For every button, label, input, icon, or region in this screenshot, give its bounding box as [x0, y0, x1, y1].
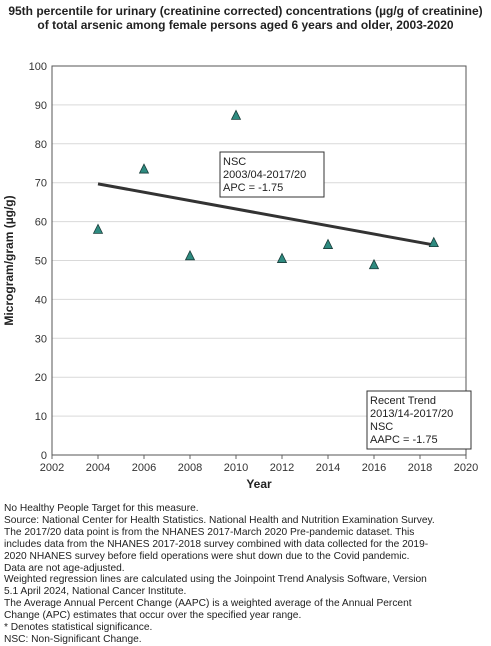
x-tick-label: 2014	[316, 462, 340, 474]
footnote-line: Weighted regression lines are calculated…	[4, 574, 427, 586]
annotation-text: 2003/04-2017/20	[223, 169, 306, 181]
x-tick-label: 2012	[270, 462, 294, 474]
y-tick-label: 40	[35, 294, 47, 306]
y-tick-label: 70	[35, 178, 47, 190]
x-tick-label: 2004	[86, 462, 110, 474]
annotation-text: NSC	[223, 156, 246, 168]
recent-trend-box	[366, 390, 472, 450]
y-tick-label: 0	[41, 450, 47, 462]
footnote-line: 5.1 April 2024, National Cancer Institut…	[4, 586, 187, 598]
y-tick-label: 20	[35, 372, 47, 384]
y-tick-label: 60	[35, 217, 47, 229]
x-tick-label: 2008	[178, 462, 202, 474]
data-point	[368, 258, 380, 270]
data-point	[322, 238, 334, 249]
chart-title: 95th percentile for urinary (creatinine …	[8, 4, 483, 32]
footnote-line: Change (APC) estimates that occur over t…	[4, 610, 302, 622]
annotation-text: NSC	[370, 421, 393, 433]
x-tick-label: 2018	[408, 462, 432, 474]
y-axis-label: Microgram/gram (µg/g)	[2, 195, 16, 325]
data-point	[230, 109, 242, 120]
chart-plot: 0 10 20 30 40 50 60 70 80 90 100 2002 2004 2006 2008 20…	[2, 61, 478, 491]
y-tick-label: 50	[35, 256, 47, 268]
annotation-text: AAPC = -1.75	[370, 434, 438, 446]
data-point	[138, 163, 150, 174]
annotation-text: APC = -1.75	[223, 182, 283, 194]
y-tick-label: 90	[35, 100, 47, 112]
data-point	[428, 236, 439, 248]
trend-line	[97, 182, 435, 247]
x-tick-label: 2006	[132, 462, 156, 474]
footnote-line: NSC: Non-Significant Change.	[4, 633, 142, 645]
y-tick-label: 30	[35, 333, 47, 345]
data-point	[276, 252, 288, 263]
y-tick-label: 100	[29, 61, 47, 73]
data-point	[184, 249, 196, 261]
footnote-line: 2020 NHANES survey before field operatio…	[4, 550, 410, 562]
x-axis-label: Year	[246, 477, 272, 491]
annotation-text: Recent Trend	[370, 395, 436, 407]
y-tick-label: 80	[35, 139, 47, 151]
x-tick-label: 2020	[454, 462, 478, 474]
annotation-text: 2013/14-2017/20	[370, 408, 453, 420]
footnote-line: * Denotes statistical significance.	[4, 622, 153, 634]
x-tick-label: 2016	[362, 462, 386, 474]
plot-frame	[51, 65, 467, 456]
footnote-line: includes data from the NHANES 2017-2018 …	[4, 538, 429, 550]
y-tick-label: 10	[35, 411, 47, 423]
footnote-line: The 2017/20 data point is from the NHANE…	[4, 526, 415, 538]
x-tick-label: 2002	[40, 462, 64, 474]
footnote-line: Data are not age-adjusted.	[4, 562, 125, 574]
footnote-line: The Average Annual Percent Change (AAPC)…	[4, 598, 412, 610]
x-tick-label: 2010	[224, 462, 248, 474]
footnote-line: Source: National Center for Health Stati…	[4, 514, 435, 526]
footnotes: No Healthy People Target for this measur…	[4, 503, 488, 646]
nsc-box	[219, 151, 325, 198]
data-point	[92, 223, 104, 234]
footnote-line: No Healthy People Target for this measur…	[4, 503, 199, 514]
